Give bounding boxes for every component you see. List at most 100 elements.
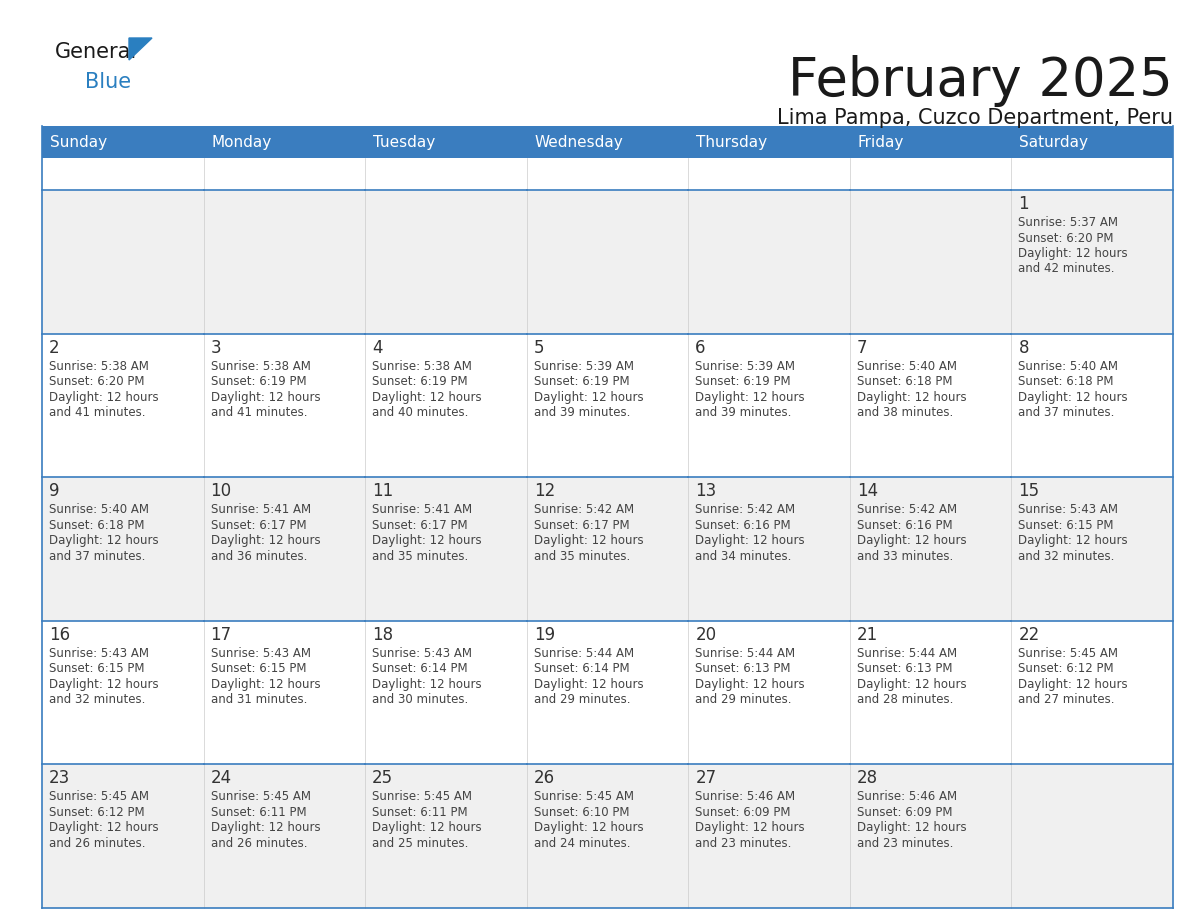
Text: Sunrise: 5:45 AM: Sunrise: 5:45 AM [1018,647,1118,660]
Text: and 23 minutes.: and 23 minutes. [695,837,791,850]
Bar [365,477,526,621]
Bar [42,126,203,158]
Text: Sunrise: 5:40 AM: Sunrise: 5:40 AM [1018,360,1118,373]
Text: Sunset: 6:14 PM: Sunset: 6:14 PM [372,662,468,676]
Text: and 39 minutes.: and 39 minutes. [533,406,630,420]
Text: Daylight: 12 hours: Daylight: 12 hours [372,677,482,691]
Text: Sunrise: 5:42 AM: Sunrise: 5:42 AM [857,503,958,516]
Text: 15: 15 [1018,482,1040,500]
Text: Sunset: 6:19 PM: Sunset: 6:19 PM [533,375,630,388]
Bar [849,190,1011,333]
Bar [203,765,365,908]
Bar [688,765,849,908]
Text: and 32 minutes.: and 32 minutes. [1018,550,1114,563]
Text: Sunrise: 5:42 AM: Sunrise: 5:42 AM [695,503,796,516]
Bar [365,765,526,908]
Text: Daylight: 12 hours: Daylight: 12 hours [857,534,967,547]
Text: 16: 16 [49,626,70,644]
Text: and 31 minutes.: and 31 minutes. [210,693,307,706]
Text: Sunrise: 5:38 AM: Sunrise: 5:38 AM [210,360,310,373]
Bar [365,126,526,158]
Text: Daylight: 12 hours: Daylight: 12 hours [49,822,159,834]
Text: Sunrise: 5:41 AM: Sunrise: 5:41 AM [210,503,311,516]
Text: Sunrise: 5:39 AM: Sunrise: 5:39 AM [695,360,795,373]
Text: Sunset: 6:17 PM: Sunset: 6:17 PM [533,519,630,532]
Text: 24: 24 [210,769,232,788]
Bar [526,333,688,477]
Text: Daylight: 12 hours: Daylight: 12 hours [210,534,321,547]
Text: and 41 minutes.: and 41 minutes. [210,406,307,420]
Text: Sunset: 6:17 PM: Sunset: 6:17 PM [210,519,307,532]
Text: Sunrise: 5:43 AM: Sunrise: 5:43 AM [1018,503,1118,516]
Text: Sunrise: 5:46 AM: Sunrise: 5:46 AM [695,790,796,803]
Bar [526,190,688,333]
Text: and 26 minutes.: and 26 minutes. [210,837,307,850]
Text: Sunset: 6:20 PM: Sunset: 6:20 PM [1018,231,1114,244]
Text: 2: 2 [49,339,59,356]
Text: and 38 minutes.: and 38 minutes. [857,406,953,420]
Text: 17: 17 [210,626,232,644]
Bar [365,190,526,333]
Text: 28: 28 [857,769,878,788]
Bar [849,126,1011,158]
Text: Sunday: Sunday [50,135,107,150]
Text: Lima Pampa, Cuzco Department, Peru: Lima Pampa, Cuzco Department, Peru [777,108,1173,128]
Text: and 35 minutes.: and 35 minutes. [533,550,630,563]
Text: Sunset: 6:09 PM: Sunset: 6:09 PM [857,806,953,819]
Text: Sunset: 6:18 PM: Sunset: 6:18 PM [1018,375,1114,388]
Text: Daylight: 12 hours: Daylight: 12 hours [695,677,805,691]
Bar [1011,333,1173,477]
Text: 4: 4 [372,339,383,356]
Text: 11: 11 [372,482,393,500]
Text: and 29 minutes.: and 29 minutes. [533,693,630,706]
Text: Sunrise: 5:38 AM: Sunrise: 5:38 AM [372,360,472,373]
Bar [42,190,203,333]
Text: Sunset: 6:09 PM: Sunset: 6:09 PM [695,806,791,819]
Bar [526,765,688,908]
Text: 19: 19 [533,626,555,644]
Text: and 29 minutes.: and 29 minutes. [695,693,791,706]
Text: 23: 23 [49,769,70,788]
Text: and 32 minutes.: and 32 minutes. [49,693,145,706]
Text: and 34 minutes.: and 34 minutes. [695,550,791,563]
Text: Sunrise: 5:42 AM: Sunrise: 5:42 AM [533,503,634,516]
Text: Saturday: Saturday [1019,135,1088,150]
Bar [1011,190,1173,333]
Bar [526,126,688,158]
Text: Tuesday: Tuesday [373,135,435,150]
Bar [203,621,365,765]
Bar [1011,621,1173,765]
Text: Daylight: 12 hours: Daylight: 12 hours [857,677,967,691]
Text: 18: 18 [372,626,393,644]
Bar [688,621,849,765]
Text: and 24 minutes.: and 24 minutes. [533,837,630,850]
Bar [203,190,365,333]
Text: 3: 3 [210,339,221,356]
Text: and 27 minutes.: and 27 minutes. [1018,693,1114,706]
Text: Sunrise: 5:45 AM: Sunrise: 5:45 AM [533,790,633,803]
Text: and 37 minutes.: and 37 minutes. [49,550,145,563]
Text: 14: 14 [857,482,878,500]
Text: and 25 minutes.: and 25 minutes. [372,837,468,850]
Text: and 33 minutes.: and 33 minutes. [857,550,953,563]
Text: Daylight: 12 hours: Daylight: 12 hours [1018,677,1129,691]
Text: and 41 minutes.: and 41 minutes. [49,406,145,420]
Text: Sunrise: 5:38 AM: Sunrise: 5:38 AM [49,360,148,373]
Text: Sunset: 6:16 PM: Sunset: 6:16 PM [695,519,791,532]
Text: Sunset: 6:19 PM: Sunset: 6:19 PM [695,375,791,388]
Text: Daylight: 12 hours: Daylight: 12 hours [210,677,321,691]
Bar [1011,126,1173,158]
Text: Daylight: 12 hours: Daylight: 12 hours [210,390,321,404]
Text: Sunset: 6:19 PM: Sunset: 6:19 PM [372,375,468,388]
Bar [42,621,203,765]
Text: Daylight: 12 hours: Daylight: 12 hours [695,822,805,834]
Text: Daylight: 12 hours: Daylight: 12 hours [372,822,482,834]
Text: Daylight: 12 hours: Daylight: 12 hours [49,677,159,691]
Text: 9: 9 [49,482,59,500]
Text: Daylight: 12 hours: Daylight: 12 hours [533,534,644,547]
Text: Friday: Friday [858,135,904,150]
Text: Daylight: 12 hours: Daylight: 12 hours [533,390,644,404]
Bar [526,621,688,765]
Text: Daylight: 12 hours: Daylight: 12 hours [210,822,321,834]
Text: Sunrise: 5:45 AM: Sunrise: 5:45 AM [372,790,472,803]
